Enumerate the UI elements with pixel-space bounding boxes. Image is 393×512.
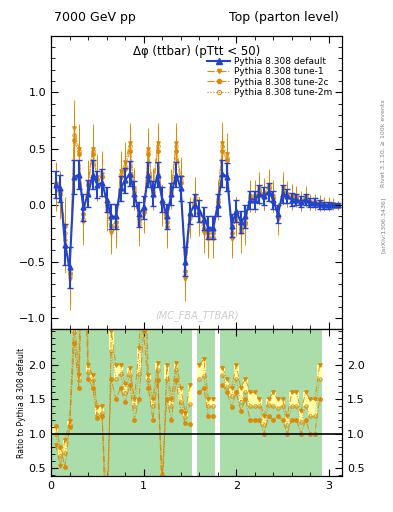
Text: Rivet 3.1.10, ≥ 100k events: Rivet 3.1.10, ≥ 100k events bbox=[381, 99, 386, 187]
Y-axis label: Ratio to Pythia 8.308 default: Ratio to Pythia 8.308 default bbox=[17, 348, 26, 458]
Text: [arXiv:1306.3436]: [arXiv:1306.3436] bbox=[381, 197, 386, 253]
Text: 7000 GeV pp: 7000 GeV pp bbox=[54, 11, 136, 24]
Text: (MC_FBA_TTBAR): (MC_FBA_TTBAR) bbox=[155, 310, 238, 321]
Text: Δφ (ttbar) (pTtt < 50): Δφ (ttbar) (pTtt < 50) bbox=[133, 45, 260, 58]
Text: Top (parton level): Top (parton level) bbox=[229, 11, 339, 24]
Legend: Pythia 8.308 default, Pythia 8.308 tune-1, Pythia 8.308 tune-2c, Pythia 8.308 tu: Pythia 8.308 default, Pythia 8.308 tune-… bbox=[206, 55, 334, 99]
